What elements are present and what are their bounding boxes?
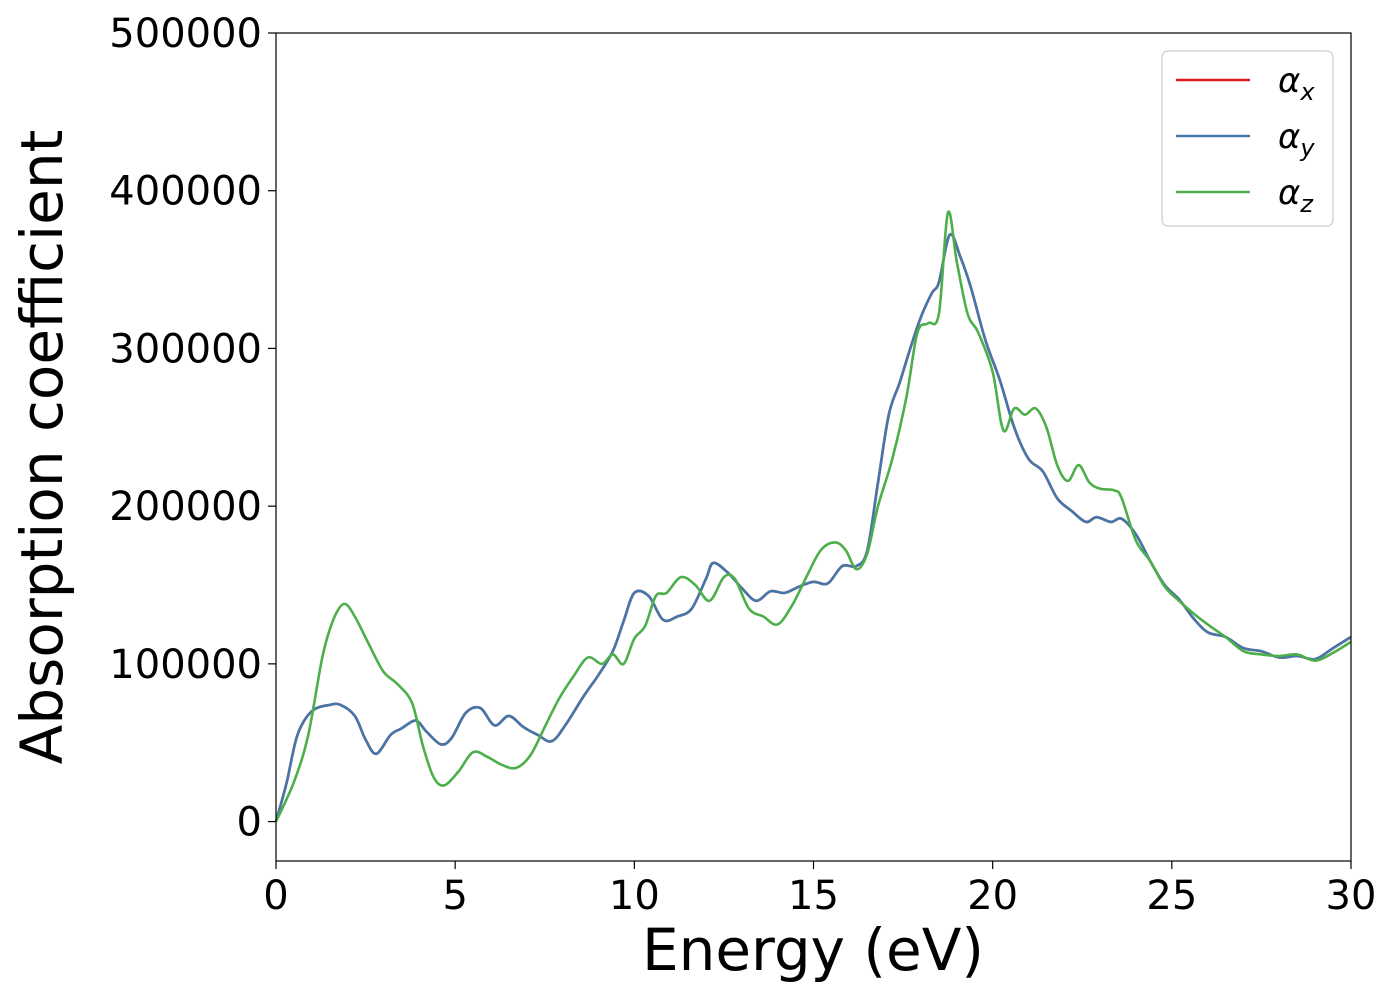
- x-tick-label: 30: [1326, 873, 1377, 919]
- y-tick-label: 300000: [109, 326, 262, 372]
- y-tick-label: 400000: [109, 169, 262, 215]
- x-tick-label: 5: [442, 873, 467, 919]
- y-tick-label: 500000: [109, 11, 262, 57]
- x-tick-label: 20: [967, 873, 1018, 919]
- x-tick-label: 10: [609, 873, 660, 919]
- legend-label-x: αx: [1278, 61, 1315, 106]
- y-tick-label: 100000: [109, 642, 262, 688]
- legend-label-y: αy: [1278, 117, 1315, 162]
- y-axis-title: Absorption coefficient: [8, 130, 76, 765]
- ticks-layer: 0 5 10 15 20 25 30 0 100000 200000 300000 400000 500…: [109, 11, 1376, 919]
- y-tick-label: 200000: [109, 484, 262, 530]
- series-layer: [274, 210, 1352, 823]
- y-tick-label: 0: [237, 800, 262, 846]
- series-line-y: [274, 232, 1352, 822]
- x-tick-label: 15: [788, 873, 839, 919]
- series-line-z: [274, 210, 1352, 823]
- legend-label-z: αz: [1278, 173, 1314, 218]
- x-axis-title: Energy (eV): [642, 916, 984, 984]
- plot-frame: [275, 32, 1352, 862]
- x-tick-label: 25: [1146, 873, 1197, 919]
- legend: αx αy αz: [1161, 50, 1334, 227]
- x-tick-label: 0: [263, 873, 288, 919]
- legend-box: [1161, 50, 1334, 227]
